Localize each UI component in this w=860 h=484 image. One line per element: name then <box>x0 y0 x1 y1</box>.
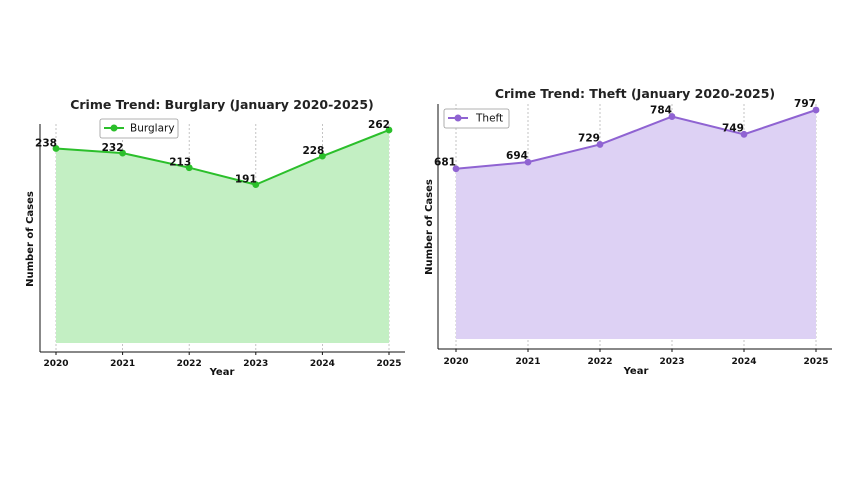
series-line <box>55 129 390 186</box>
legend-label: Burglary <box>130 123 175 135</box>
x-tick-label: 2020 <box>43 359 68 369</box>
x-tick-label: 2020 <box>443 357 468 367</box>
burglary-chart: Crime Trend: Burglary (January 2020-2025… <box>25 97 405 378</box>
data-point <box>385 126 393 134</box>
data-label: 681 <box>434 157 456 169</box>
data-label: 797 <box>794 98 816 110</box>
x-tick-label: 2025 <box>376 359 401 369</box>
data-label: 784 <box>650 105 672 117</box>
x-tick-label: 2021 <box>515 357 540 367</box>
x-tick-label: 2022 <box>587 357 612 367</box>
data-labels: 681 694 729 784 749 797 <box>434 98 816 169</box>
x-tick-label: 2024 <box>310 359 335 369</box>
area-fill <box>456 110 816 339</box>
data-points <box>52 126 393 189</box>
x-tick-labels: 2020 2021 2022 2023 2024 2025 <box>443 349 829 367</box>
x-tick-label: 2022 <box>177 359 202 369</box>
data-point <box>452 165 460 173</box>
y-axis-label: Number of Cases <box>424 179 435 275</box>
data-point <box>524 158 532 166</box>
data-point <box>52 145 60 152</box>
area-fill <box>56 130 389 343</box>
x-tick-label: 2024 <box>731 357 756 367</box>
x-tick-label: 2023 <box>659 357 684 367</box>
legend-marker <box>454 114 462 122</box>
data-label: 749 <box>722 122 744 134</box>
data-point <box>668 113 676 120</box>
data-label: 191 <box>235 174 257 186</box>
legend: Burglary <box>99 118 179 139</box>
x-tick-labels: 2020 2021 2022 2023 2024 2025 <box>43 352 402 369</box>
data-point <box>319 152 326 160</box>
x-tick-label: 2023 <box>243 359 268 369</box>
legend-box <box>443 108 510 129</box>
data-point <box>252 181 260 189</box>
legend-box <box>99 118 179 139</box>
data-label: 694 <box>506 150 528 162</box>
data-labels: 238 232 213 191 228 262 <box>35 119 390 186</box>
data-label: 262 <box>368 119 390 131</box>
data-points <box>452 106 820 173</box>
data-point <box>812 106 820 114</box>
data-label: 238 <box>35 137 57 149</box>
y-axis-label: Number of Cases <box>25 191 36 287</box>
data-label: 213 <box>169 157 191 169</box>
x-axis-label: Year <box>623 366 649 377</box>
data-point <box>119 149 126 157</box>
x-tick-label: 2025 <box>803 357 828 367</box>
legend: Theft <box>443 108 510 129</box>
legend-marker <box>110 124 118 132</box>
chart-title: Crime Trend: Theft (January 2020-2025) <box>495 86 775 101</box>
data-label: 232 <box>102 142 124 154</box>
data-label: 228 <box>302 145 324 157</box>
series-line <box>455 109 817 170</box>
data-point <box>596 141 604 148</box>
theft-chart: Crime Trend: Theft (January 2020-2025) 6… <box>424 86 832 377</box>
x-tick-label: 2021 <box>110 359 135 369</box>
data-point <box>740 130 748 138</box>
x-axis-label: Year <box>209 367 235 378</box>
chart-title: Crime Trend: Burglary (January 2020-2025… <box>70 97 374 112</box>
legend-label: Theft <box>475 113 503 125</box>
data-point <box>185 164 193 172</box>
data-label: 729 <box>578 132 600 144</box>
